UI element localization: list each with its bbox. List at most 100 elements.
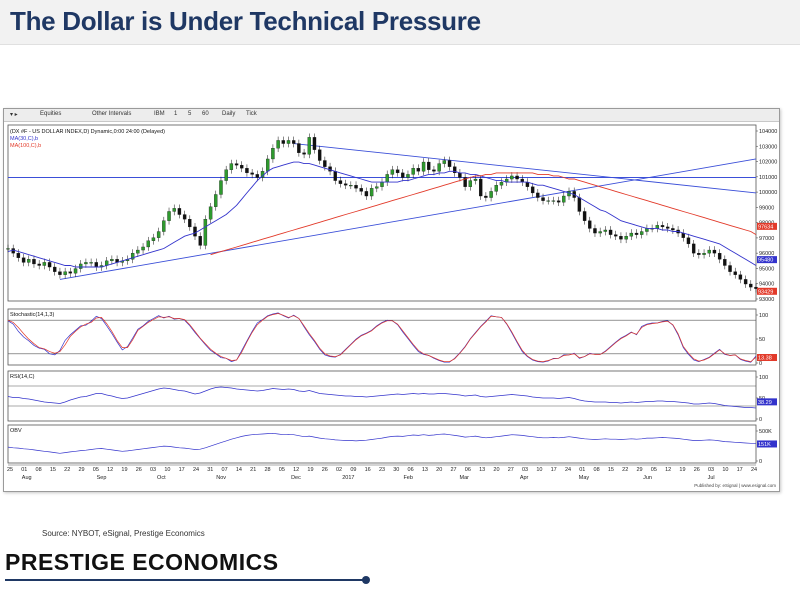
candle xyxy=(624,236,628,240)
y-tick-label: 97000 xyxy=(759,236,774,242)
x-tick-label: 26 xyxy=(136,467,142,473)
x-tick-label: 03 xyxy=(708,467,714,473)
candle xyxy=(536,192,540,198)
candle xyxy=(42,262,47,266)
candle xyxy=(323,160,327,167)
toolbar-item-tick[interactable]: Tick xyxy=(246,111,257,117)
x-tick-label: 13 xyxy=(422,467,428,473)
candle xyxy=(411,168,415,175)
candle xyxy=(582,211,587,221)
chart-frame: ▾ ▸ Equities Other Intervals IBM 1 5 60 … xyxy=(3,108,780,492)
x-tick-label: 30 xyxy=(393,467,399,473)
candle xyxy=(432,169,436,172)
candle xyxy=(401,172,405,178)
source-note: Source: NYBOT, eSignal, Prestige Economi… xyxy=(42,529,205,538)
x-tick-label: 20 xyxy=(436,467,442,473)
candle xyxy=(671,228,675,231)
y-tick-label: 0 xyxy=(759,361,762,367)
toolbar-item-daily[interactable]: Daily xyxy=(222,111,236,117)
x-tick-label: 24 xyxy=(565,467,571,473)
y-tick-label: 103000 xyxy=(759,144,777,150)
series-line-stochastic-d xyxy=(7,313,757,362)
candle xyxy=(489,191,493,198)
toolbar-item-ibm[interactable]: IBM xyxy=(154,111,165,117)
toolbar-item-equities[interactable]: Equities xyxy=(40,111,62,117)
candle xyxy=(338,180,343,184)
candle xyxy=(32,259,36,265)
candle xyxy=(468,180,473,187)
series-line-ma-30-c-b xyxy=(7,161,757,268)
x-tick-label: 10 xyxy=(722,467,728,473)
x-tick-label: 09 xyxy=(350,467,356,473)
candle xyxy=(385,174,389,183)
candle xyxy=(749,283,753,288)
candle xyxy=(21,257,26,263)
x-tick-label: 12 xyxy=(293,467,299,473)
x-month-label: Oct xyxy=(157,475,166,481)
x-month-label: Aug xyxy=(22,475,32,481)
candle xyxy=(286,140,291,144)
toolbar-item-60[interactable]: 60 xyxy=(202,111,209,117)
y-tick-label: 101000 xyxy=(759,175,777,181)
panel-title-stochastic: Stochastic(14,1,3) xyxy=(10,312,54,318)
candle xyxy=(141,246,145,251)
candle xyxy=(395,169,400,174)
x-month-label: Dec xyxy=(291,475,301,481)
candle xyxy=(343,183,348,186)
candle xyxy=(234,163,239,166)
candle xyxy=(79,263,83,269)
candle xyxy=(723,259,727,266)
x-tick-label: 01 xyxy=(21,467,27,473)
last-value-box xyxy=(757,222,777,230)
candle xyxy=(546,200,550,202)
candle xyxy=(281,140,286,144)
x-tick-label: 08 xyxy=(36,467,42,473)
candle xyxy=(16,252,21,258)
x-month-label: Apr xyxy=(520,475,529,481)
candle xyxy=(406,174,410,178)
candle xyxy=(84,262,88,265)
candle xyxy=(463,177,467,187)
x-tick-label: 02 xyxy=(336,467,342,473)
candle xyxy=(608,229,613,235)
candle xyxy=(219,180,223,195)
candle xyxy=(437,163,441,172)
chart-footer: Published by: eSignal | www.esignal.com xyxy=(694,483,776,488)
price-panel-title: (DX #F - US DOLLAR INDEX,D) Dynamic,0:00… xyxy=(10,129,165,135)
candle xyxy=(312,137,317,150)
candle xyxy=(162,220,166,232)
x-tick-label: 14 xyxy=(236,467,242,473)
candle xyxy=(297,143,301,153)
candle xyxy=(598,231,602,234)
candle xyxy=(27,259,31,263)
chart-toolbar: ▾ ▸ Equities Other Intervals IBM 1 5 60 … xyxy=(4,109,779,122)
last-value-label: 38.29 xyxy=(758,400,772,406)
candle xyxy=(453,166,457,174)
last-value-box xyxy=(757,354,777,362)
title-band: The Dollar is Under Technical Pressure xyxy=(0,0,800,45)
x-tick-label: 15 xyxy=(608,467,614,473)
candle xyxy=(73,268,78,274)
x-tick-label: 24 xyxy=(751,467,757,473)
candle xyxy=(47,262,52,268)
candle xyxy=(421,161,426,172)
candle xyxy=(380,181,384,187)
toolbar-item-other-intervals[interactable]: Other Intervals xyxy=(92,111,132,117)
logo-dot-icon xyxy=(362,576,370,584)
y-tick-label: 100 xyxy=(759,375,768,381)
x-tick-label: 06 xyxy=(408,467,414,473)
toolbar-menu-icon[interactable]: ▾ ▸ xyxy=(10,112,18,118)
y-tick-label: 95000 xyxy=(759,266,774,272)
toolbar-item-5[interactable]: 5 xyxy=(188,111,192,117)
candle xyxy=(110,259,114,262)
y-tick-label: 99000 xyxy=(759,205,774,211)
candle xyxy=(250,172,254,175)
y-tick-label: 104000 xyxy=(759,129,777,135)
x-tick-label: 21 xyxy=(250,467,256,473)
toolbar-item-1[interactable]: 1 xyxy=(174,111,178,117)
candle xyxy=(686,237,691,245)
candle xyxy=(733,271,737,275)
candle xyxy=(484,195,488,198)
x-tick-label: 17 xyxy=(551,467,557,473)
candle xyxy=(245,168,249,174)
